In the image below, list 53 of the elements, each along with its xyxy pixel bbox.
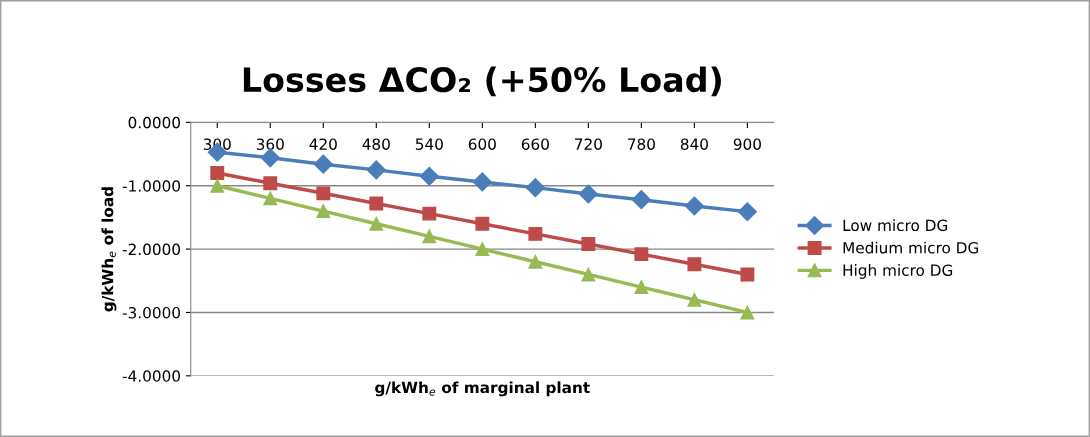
point [740, 267, 755, 282]
point [581, 237, 596, 251]
x-tick-label: 720 [575, 138, 602, 150]
chart-title: Losses ΔCO₂ (+50% Load) [243, 66, 721, 97]
point [263, 191, 278, 206]
point [422, 229, 437, 244]
point [684, 196, 704, 216]
point [634, 280, 649, 295]
point [316, 186, 331, 201]
y-tick-label: -2.0000 [122, 243, 181, 256]
point [316, 204, 331, 219]
point [578, 184, 598, 204]
point [528, 226, 543, 241]
point [737, 202, 757, 222]
point [687, 292, 702, 307]
point [740, 305, 755, 320]
legend-label: Low micro DG [843, 219, 948, 232]
y-axis-title: g/kWh$_{e}$ of load [101, 187, 117, 312]
point [260, 148, 280, 168]
point [525, 178, 545, 198]
point [369, 196, 384, 211]
point [634, 247, 649, 262]
point [419, 166, 439, 186]
x-axis-title: g/kWh$_{e}$ of marginal plant [375, 381, 590, 397]
x-tick-label: 540 [415, 138, 443, 150]
point [313, 154, 333, 174]
point [687, 257, 702, 272]
x-tick-label: 600 [468, 138, 496, 150]
y-tick-label: -1.0000 [122, 180, 181, 192]
y-tick-label: -4.0000 [122, 370, 181, 382]
x-tick-label: 840 [680, 138, 708, 150]
point [475, 242, 490, 257]
x-tick-label: 360 [256, 138, 284, 150]
x-tick-label: 660 [521, 138, 549, 150]
point [366, 160, 386, 180]
legend-label: Medium micro DG [843, 241, 979, 254]
x-tick-label: 900 [733, 138, 761, 150]
x-tick-label: 780 [628, 138, 655, 150]
point [210, 178, 225, 193]
x-tick-label: 420 [309, 138, 337, 150]
point [581, 267, 596, 282]
y-tick-label: 0.0000 [128, 116, 181, 129]
point [472, 172, 492, 192]
point [631, 190, 651, 210]
point [369, 216, 384, 231]
legend-label: High micro DG [843, 264, 953, 279]
x-tick-label: 480 [362, 138, 390, 150]
point [210, 166, 225, 180]
y-tick-label: -3.0000 [122, 306, 181, 319]
point [422, 206, 437, 221]
point [263, 176, 278, 191]
point [475, 216, 490, 231]
point [528, 254, 543, 269]
